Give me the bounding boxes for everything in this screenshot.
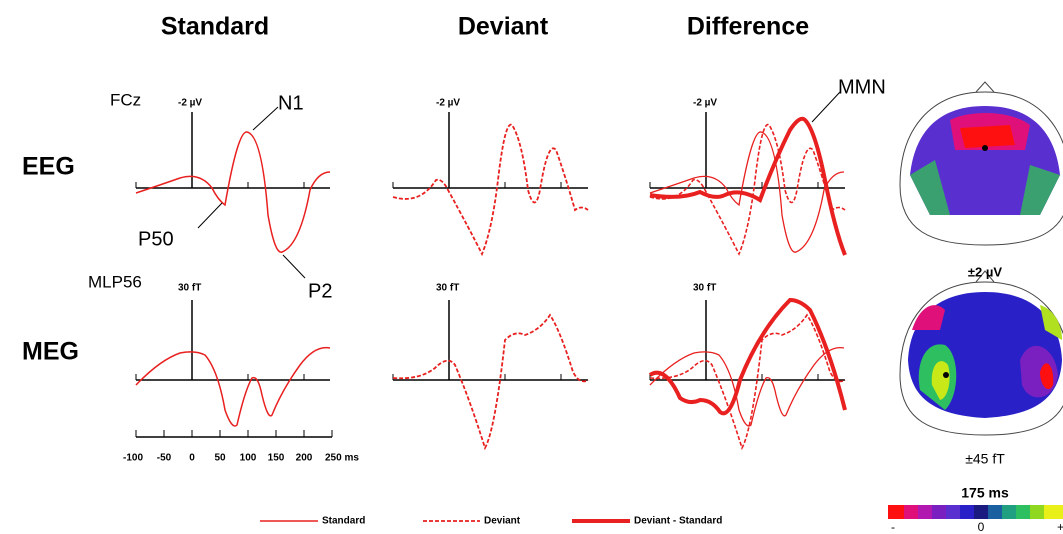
- eeg-map: [899, 81, 1063, 246]
- row-title: EEG: [22, 153, 75, 181]
- scale-label: 30 fT: [178, 283, 201, 294]
- map-scale: ±45 fT: [965, 451, 1005, 467]
- time-label: -100: [123, 453, 143, 464]
- amplitude-scales: -2 µV -2 µV -2 µV 30 fT 30 fT 30 fT: [178, 98, 717, 294]
- column-title: Difference: [687, 13, 809, 41]
- column-title: Deviant: [458, 13, 549, 41]
- colorbar-label: -: [891, 520, 895, 534]
- annotation: MMN: [838, 76, 886, 98]
- annotation: P50: [138, 228, 174, 250]
- column-titles: Standard Deviant Difference: [161, 13, 809, 41]
- channel-label: MLP56: [88, 272, 142, 291]
- scale-label: 30 fT: [693, 283, 716, 294]
- legend-label: Standard: [322, 516, 365, 527]
- time-label: 150: [268, 453, 285, 464]
- time-label: 100: [240, 453, 257, 464]
- legend: Standard Deviant Deviant - Standard: [260, 516, 722, 527]
- scale-label: 30 fT: [436, 283, 459, 294]
- meg-map: [899, 270, 1063, 436]
- column-title: Standard: [161, 13, 269, 41]
- map-latency: 175 ms: [961, 485, 1009, 501]
- annotation: N1: [278, 92, 304, 114]
- scale-label: -2 µV: [693, 98, 717, 109]
- time-label: 250 ms: [325, 453, 359, 464]
- time-label: -50: [157, 453, 172, 464]
- time-axis-labels: -100 -50 0 50 100 150 200 250 ms: [123, 453, 359, 464]
- time-label: 200: [296, 453, 313, 464]
- scale-label: -2 µV: [178, 98, 202, 109]
- annotation-leaders: [197, 91, 841, 279]
- legend-label: Deviant: [484, 516, 521, 527]
- map-scale: ±2 µV: [968, 264, 1002, 279]
- axes: [135, 112, 845, 438]
- time-label: 50: [214, 453, 226, 464]
- row-title: MEG: [22, 338, 79, 366]
- colorbar-label: +: [1057, 520, 1063, 534]
- channel-label: FCz: [110, 90, 141, 109]
- colorbar-label: 0: [978, 520, 985, 534]
- annotation: P2: [308, 280, 332, 302]
- time-label: 0: [189, 453, 195, 464]
- colorbar: - 0 +: [888, 505, 1063, 534]
- scale-label: -2 µV: [436, 98, 460, 109]
- legend-label: Deviant - Standard: [634, 516, 722, 527]
- waveforms: [135, 116, 847, 449]
